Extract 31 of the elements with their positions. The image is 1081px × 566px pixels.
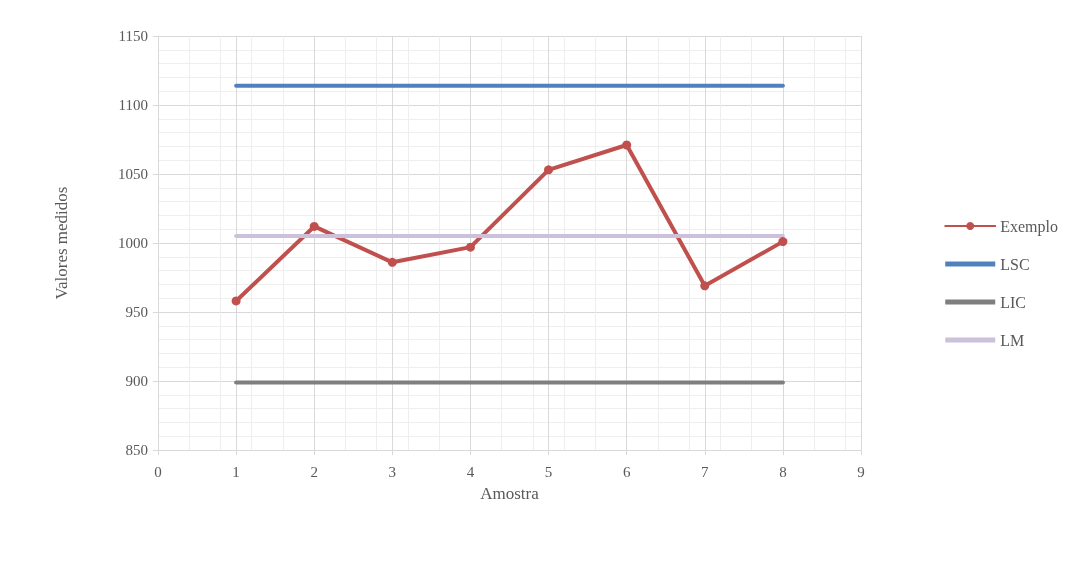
point xyxy=(309,221,319,231)
point xyxy=(622,140,632,150)
y-tick-label: 900 xyxy=(125,373,148,389)
x-tick-label: 8 xyxy=(779,463,787,480)
legend-label: LIC xyxy=(1000,293,1027,311)
point xyxy=(387,257,397,267)
x-tick-label: 4 xyxy=(466,463,475,480)
legend-label: LM xyxy=(1000,331,1025,349)
x-tick-label: 1 xyxy=(232,463,240,480)
y-tick-label: 1000 xyxy=(118,235,148,251)
y-tick-label: 1050 xyxy=(118,166,148,182)
point xyxy=(544,165,554,175)
x-tick-label: 9 xyxy=(857,463,865,480)
x-tick-label: 0 xyxy=(154,463,162,480)
y-tick-label: 1150 xyxy=(118,28,148,44)
legend-label: LSC xyxy=(1000,255,1030,273)
point xyxy=(778,237,788,247)
x-tick-label: 6 xyxy=(622,463,631,480)
point xyxy=(465,242,475,252)
legend-label: Exemplo xyxy=(1000,217,1058,236)
point xyxy=(700,281,710,291)
x-tick-label: 3 xyxy=(388,463,397,480)
y-axis-title: Valores medidos xyxy=(52,186,71,300)
x-axis-title: Amostra xyxy=(480,484,540,503)
point xyxy=(231,296,241,306)
y-tick-label: 950 xyxy=(125,304,148,320)
y-tick-label: 1100 xyxy=(118,97,148,113)
x-tick-label: 7 xyxy=(701,463,710,480)
x-tick-label: 5 xyxy=(544,463,553,480)
x-tick-label: 2 xyxy=(310,463,318,480)
y-tick-label: 850 xyxy=(125,442,148,458)
